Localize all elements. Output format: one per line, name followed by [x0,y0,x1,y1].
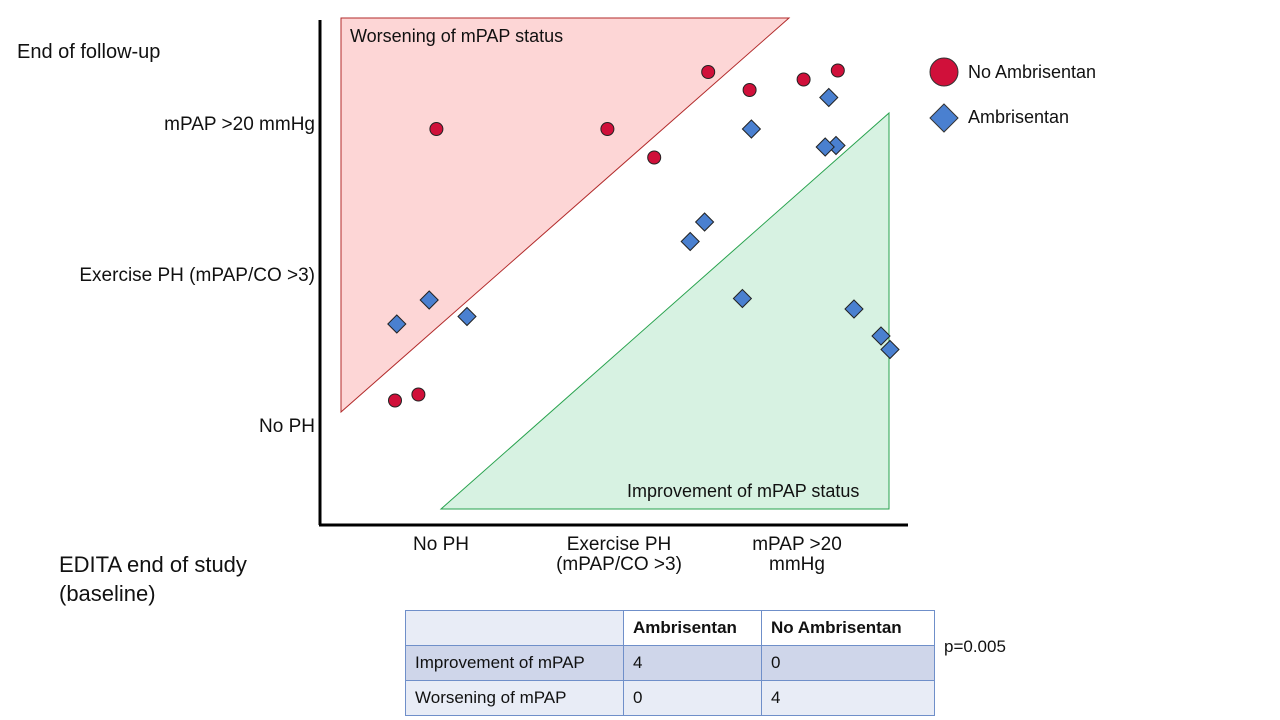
x-tick-label-no-ph: No PH [413,534,469,555]
summary-table: Ambrisentan No Ambrisentan Improvement o… [405,610,935,716]
ambrisentan-point [457,306,477,327]
table-row: Worsening of mPAP 0 4 [405,680,935,716]
x-tick-label-exercise-ph: Exercise PH (mPAP/CO >3) [556,534,682,575]
region-label-improvement: Improvement of mPAP status [627,481,860,501]
no-ambrisentan-point [429,122,444,136]
y-axis-title: End of follow-up [17,41,161,63]
table-header-cell [405,610,624,646]
table-row: Improvement of mPAP 4 0 [405,645,935,681]
ambrisentan-point [819,87,839,108]
x-axis-title: EDITA end of study (baseline) [59,552,247,606]
table-header-cell: No Ambrisentan [761,610,935,646]
no-ambrisentan-point [647,150,662,165]
legend-label-no-ambrisentan: No Ambrisentan [968,62,1097,82]
legend-label-ambrisentan: Ambrisentan [968,107,1070,127]
table-cell: 0 [623,680,762,716]
ambrisentan-point [741,119,762,139]
table-cell: Improvement of mPAP [405,645,624,681]
x-tick-label-mpap: mPAP >20 mmHg [752,534,842,575]
y-tick-label-exercise-ph: Exercise PH (mPAP/CO >3) [79,265,315,286]
no-ambrisentan-point [742,83,757,97]
p-value: p=0.005 [944,637,1006,656]
ambrisentan-point [694,212,715,232]
no-ambrisentan-point [411,387,426,402]
ambrisentan-point [871,326,891,346]
table-cell: 0 [761,645,935,681]
region-label-worsening: Worsening of mPAP status [350,26,564,46]
table-header-cell: Ambrisentan [623,610,762,646]
y-tick-label-no-ph: No PH [259,416,315,437]
improvement-region [439,111,890,510]
no-ambrisentan-point [600,122,615,136]
legend-circle-marker [929,57,959,87]
no-ambrisentan-point [701,65,716,79]
ambrisentan-point [815,137,835,157]
points-layer [387,63,900,408]
no-ambrisentan-point [388,393,402,408]
no-ambrisentan-point [830,63,845,78]
table-cell: 4 [623,645,762,681]
table-cell: 4 [761,680,935,716]
no-ambrisentan-point [796,72,811,87]
y-tick-label-mpap: mPAP >20 mmHg [164,114,315,135]
ambrisentan-point [419,290,439,310]
table-header-row: Ambrisentan No Ambrisentan [405,610,935,646]
ambrisentan-point [844,299,864,319]
table-cell: Worsening of mPAP [405,680,624,716]
ambrisentan-point [387,314,407,334]
ambrisentan-point [680,231,700,252]
ambrisentan-point [880,339,900,360]
worsening-region [340,17,791,414]
ambrisentan-point [732,288,753,309]
legend-diamond-marker [929,103,959,133]
